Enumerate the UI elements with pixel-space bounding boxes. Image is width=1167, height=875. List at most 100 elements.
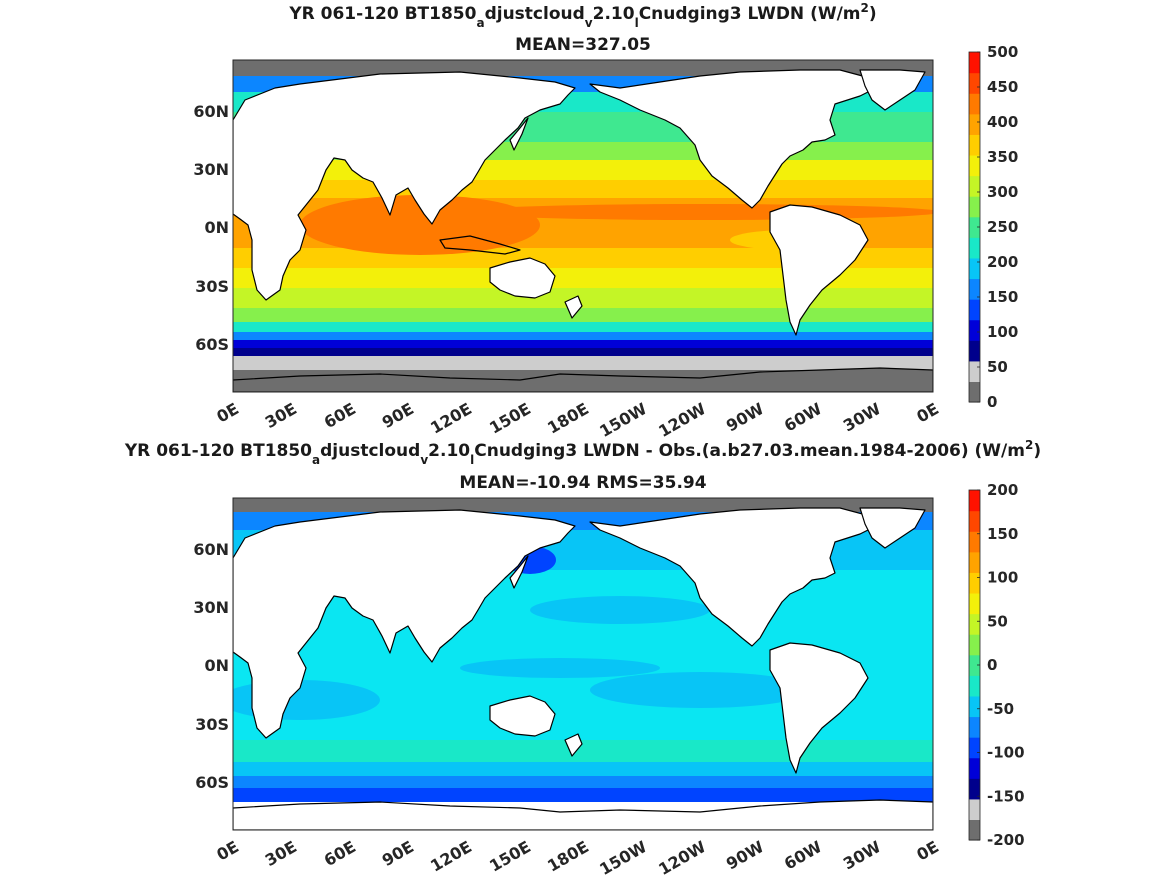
bottom-title-end: ): [1033, 441, 1041, 461]
top-title-prefix: YR 061-120 BT1850: [288, 4, 476, 24]
bottom-lon-60w: 60W: [781, 837, 825, 874]
top-panel: YR 061-120 BT1850adjustcloudv2.10lCnudgi…: [193, 1, 1018, 441]
bottom-lat-30s: 30S: [195, 715, 229, 734]
colorbar-tick-label: 300: [987, 183, 1018, 201]
bottom-equatorial-patch: [460, 658, 660, 678]
bottom-panel: YR 061-120 BT1850adjustcloudv2.10lCnudgi…: [124, 438, 1041, 875]
top-lat-60s: 60S: [195, 335, 229, 354]
colorbar-tick-label: 0: [987, 656, 997, 674]
top-title-end: ): [869, 4, 877, 24]
top-land-north-america: [589, 69, 881, 209]
top-band-s-cyan: [233, 332, 933, 340]
bottom-lon-60e: 60E: [321, 837, 359, 870]
top-map: [233, 60, 933, 392]
colorbar-swatch: [969, 257, 980, 280]
bottom-lon-0e-end: 0E: [913, 837, 942, 864]
bottom-colorbar-ticks: -200 -150 -100 -50 0 50 100 150 200: [977, 481, 1025, 849]
colorbar-swatch: [969, 757, 980, 779]
colorbar-tick-label: 150: [987, 288, 1018, 306]
colorbar-swatch: [969, 134, 980, 156]
colorbar-tick-label: 50: [987, 358, 1008, 376]
colorbar-swatch: [969, 592, 980, 615]
colorbar-swatch: [969, 531, 980, 553]
bottom-title-mid-3: Cnudging3 LWDN - Obs.(a.b27.03.mean.1984…: [474, 441, 1025, 461]
colorbar-tick-label: -200: [987, 831, 1025, 849]
top-title-sub-l: l: [635, 16, 639, 30]
top-band-s-green: [233, 308, 933, 322]
bottom-lon-0e: 0E: [213, 837, 242, 864]
bottom-land-eurasia-africa: [233, 509, 576, 739]
colorbar-swatch: [969, 299, 980, 321]
bottom-band-s-mint: [233, 740, 933, 762]
top-band-s-lime: [233, 288, 933, 308]
bottom-title: YR 061-120 BT1850adjustcloudv2.10lCnudgi…: [124, 438, 1041, 467]
top-lon-30e: 30E: [262, 399, 300, 432]
top-land-japan: [509, 117, 529, 151]
top-lon-60w: 60W: [781, 399, 825, 436]
top-title: YR 061-120 BT1850adjustcloudv2.10lCnudgi…: [288, 1, 876, 30]
colorbar-swatch: [969, 113, 980, 135]
bottom-colorbar: [968, 489, 981, 841]
top-land-greenland: [859, 69, 926, 111]
bottom-map-frame: [232, 497, 934, 831]
bottom-lon-150w: 150W: [596, 837, 650, 875]
top-lat-30s: 30S: [195, 277, 229, 296]
colorbar-tick-label: 500: [987, 43, 1018, 61]
top-title-mid-1: djustcloud: [485, 4, 585, 24]
colorbar-swatch: [969, 72, 980, 94]
top-title-sub-v: v: [585, 16, 593, 30]
colorbar-swatch: [969, 216, 980, 238]
colorbar-swatch: [969, 737, 980, 759]
bottom-lat-axis: 60N 30N 0N 30S 60S: [193, 540, 229, 792]
bottom-lon-axis: 0E 30E 60E 90E 120E 150E 180E 150W 120W …: [213, 837, 942, 875]
top-band-trop-n: [233, 180, 933, 198]
colorbar-swatch: [969, 52, 980, 74]
top-lon-120e: 120E: [427, 399, 475, 438]
colorbar-tick-label: 50: [987, 612, 1008, 630]
top-land-south-america: [769, 204, 869, 336]
bottom-title-mid-1: djustcloud: [320, 441, 420, 461]
bottom-land: [233, 507, 933, 830]
top-lat-axis: 60N 30N 0N 30S 60S: [193, 102, 229, 354]
top-lon-0e-end: 0E: [913, 399, 942, 426]
bottom-land-antarctica: [233, 799, 933, 830]
bottom-title-sub-l: l: [470, 453, 474, 467]
top-itcz: [460, 204, 933, 220]
colorbar-swatch: [969, 360, 980, 383]
top-title-mid-3: Cnudging3 LWDN (W/m: [639, 4, 861, 24]
top-lon-180e: 180E: [544, 399, 592, 438]
colorbar-swatch: [969, 675, 980, 697]
bottom-s-pacific-patch: [590, 672, 810, 708]
top-land-indonesia: [439, 235, 521, 255]
top-lon-120w: 120W: [655, 399, 709, 441]
bottom-lon-120e: 120E: [427, 837, 475, 875]
bottom-lat-0n: 0N: [204, 656, 229, 675]
colorbar-tick-label: 400: [987, 113, 1018, 131]
top-band-subtrop-s: [233, 268, 933, 288]
top-land: [233, 69, 933, 392]
top-map-frame: [232, 59, 934, 393]
top-lon-30w: 30W: [840, 399, 884, 436]
colorbar-tick-label: 200: [987, 481, 1018, 499]
bottom-title-sup: 2: [1025, 438, 1033, 452]
bottom-band-s-deepblue: [233, 788, 933, 802]
bottom-map: [233, 498, 933, 830]
bottom-lat-30n: 30N: [193, 598, 229, 617]
colorbar-swatch: [969, 196, 980, 218]
colorbar-swatch: [969, 716, 980, 738]
top-lat-30n: 30N: [193, 160, 229, 179]
top-land-antarctica: [233, 367, 933, 392]
bottom-stats: MEAN=-10.94 RMS=35.94: [459, 473, 706, 493]
bottom-title-mid-2: 2.10: [428, 441, 470, 461]
colorbar-swatch: [969, 340, 980, 362]
colorbar-swatch: [969, 634, 980, 656]
bottom-lon-120w: 120W: [655, 837, 709, 875]
top-band-s-mint: [233, 322, 933, 332]
top-title-sup: 2: [861, 1, 869, 15]
top-lat-0n: 0N: [204, 218, 229, 237]
top-lon-60e: 60E: [321, 399, 359, 432]
top-land-eurasia-africa: [233, 71, 576, 301]
bottom-lon-90e: 90E: [379, 837, 417, 870]
top-lat-60n: 60N: [193, 102, 229, 121]
